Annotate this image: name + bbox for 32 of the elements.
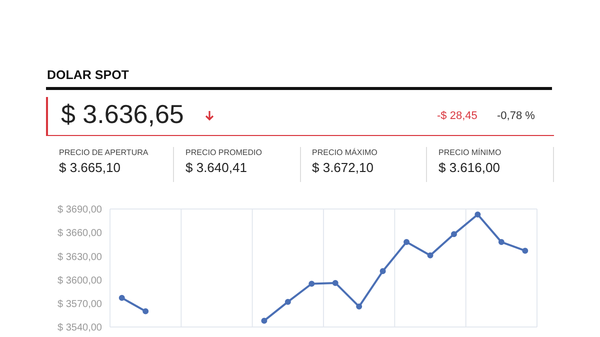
point	[118, 294, 125, 301]
text: PRECIO PROMEDIO	[186, 148, 262, 157]
y-tick-label: $ 3540,00	[58, 322, 102, 334]
chart-subtitle: $ 3.636,65	[61, 99, 184, 130]
text: $ 3.672,10	[312, 160, 374, 175]
y-tick-label: $ 3600,00	[58, 275, 102, 286]
text: $ 3.665,10	[59, 160, 122, 175]
text: -0,78 %	[497, 110, 535, 122]
y-tick-label: $ 3690,00	[58, 204, 102, 216]
text: PRECIO DE APERTURA	[59, 148, 148, 157]
point	[498, 239, 504, 246]
point	[332, 280, 338, 286]
text: PRECIO MÍNIMO	[438, 148, 502, 157]
y-tick-label: $ 3630,00	[58, 252, 102, 263]
y-tick-label: $ 3570,00	[58, 298, 102, 310]
point	[284, 298, 291, 305]
point	[142, 308, 149, 314]
point	[404, 239, 410, 246]
point	[522, 248, 528, 254]
text: $ 3.640,41	[186, 160, 248, 175]
chart-title: DOLAR SPOT	[47, 68, 129, 82]
point	[308, 280, 315, 287]
point	[474, 212, 481, 218]
point	[356, 304, 362, 310]
point	[427, 252, 434, 258]
y-tick-label: $ 3660,00	[58, 228, 102, 240]
text: PRECIO MÁXIMO	[312, 148, 378, 157]
text: $ 3.616,00	[438, 160, 501, 175]
point	[261, 318, 268, 324]
point	[380, 268, 386, 274]
point	[450, 231, 457, 238]
text: -$ 28,45	[437, 110, 478, 122]
